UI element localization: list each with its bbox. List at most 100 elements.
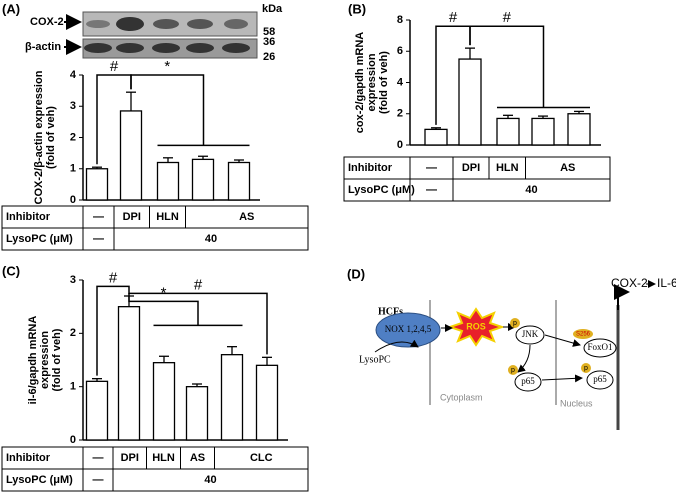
table-cell: — (93, 452, 104, 464)
table-cell: — (93, 211, 104, 223)
y-tick-label: 0 (397, 139, 403, 151)
bar (220, 354, 244, 441)
table-cell: — (426, 162, 437, 174)
blot-label: COX-2 (30, 16, 64, 28)
bar (567, 113, 591, 146)
diagram-label: LysoPC (359, 354, 391, 365)
y-tick-label: 3 (70, 274, 76, 286)
y-tick-label: 8 (397, 14, 403, 26)
diagram-label: p (513, 320, 517, 327)
table-row-label: Inhibitor (6, 211, 51, 223)
y-axis-label: il-6/gapdh mRNA (27, 316, 39, 405)
table-cell: AS (560, 162, 575, 174)
diagram-label: Nucleus (560, 398, 593, 408)
y-tick-label: 3 (70, 100, 76, 112)
significance-bracket (130, 74, 205, 146)
table-row-label: LysoPC (μM) (348, 184, 415, 196)
bar (85, 380, 109, 441)
diagram-label: p65 (521, 376, 535, 386)
bar (152, 362, 176, 441)
table-cell: 40 (205, 233, 217, 245)
bar (85, 168, 109, 201)
bar (424, 128, 448, 146)
y-tick-label: 1 (70, 381, 76, 393)
diagram-label: p (511, 367, 515, 374)
diagram-label: Cytoplasm (440, 392, 483, 402)
y-tick-label: 0 (70, 434, 76, 446)
significance-label: # (109, 269, 118, 286)
y-axis-label: expression (39, 331, 51, 389)
table-cell: 40 (525, 184, 537, 196)
table-cell: HLN (156, 211, 179, 223)
table-cell: AS (190, 452, 205, 464)
table-row-label: LysoPC (μM) (6, 474, 73, 486)
table-row-label: Inhibitor (6, 452, 51, 464)
y-axis-label: cox-2/gapdh mRNA (354, 32, 366, 134)
kda-marker: 26 (263, 51, 275, 63)
table-cell: — (426, 184, 437, 196)
diagram-label: HCFs (378, 306, 403, 317)
y-axis-label: COX-2/β-actin expression (33, 70, 45, 204)
y-tick-label: 2 (70, 131, 76, 143)
y-axis-label: (fold of veh) (51, 328, 63, 391)
table-row-label: LysoPC (μM) (6, 233, 73, 245)
panel-label: (D) (347, 266, 365, 281)
diagram-label: JNK (522, 329, 539, 339)
table-cell: DPI (123, 211, 141, 223)
significance-bracket (96, 285, 130, 376)
panel-label: (A) (2, 1, 20, 16)
y-tick-label: 4 (70, 69, 77, 81)
y-tick-label: 2 (70, 327, 76, 339)
table-cell: 40 (204, 474, 216, 486)
bar (255, 364, 279, 441)
table-cell: AS (239, 211, 254, 223)
diagram-label: NOX 1,2,4,5 (385, 324, 432, 334)
pathway-diagram: HCFs NOX 1,2,4,5 ROS LysoPC Cytoplasm Nu… (359, 276, 676, 430)
table-cell: CLC (250, 452, 273, 464)
significance-bracket (128, 292, 268, 355)
table-row-label: Inhibitor (348, 162, 393, 174)
bar (496, 117, 520, 146)
diagram-label: p65 (593, 374, 607, 384)
table-cell: DPI (462, 162, 480, 174)
table-cell: DPI (121, 452, 139, 464)
diagram-label: COX-2 (611, 276, 648, 290)
y-axis-label: (fold of veh) (378, 51, 390, 114)
kda-label: kDa (262, 3, 283, 15)
table-cell: HLN (496, 162, 519, 174)
significance-label: * (164, 58, 170, 75)
bar (185, 386, 209, 441)
significance-label: # (110, 58, 119, 75)
bar (156, 161, 180, 201)
significance-bracket (128, 293, 199, 326)
kda-marker: 36 (263, 36, 275, 48)
y-axis-label: expression (366, 53, 378, 111)
y-tick-label: 1 (70, 163, 76, 175)
kda-marker: 58 (263, 26, 275, 38)
diagram-label: S256 (576, 332, 591, 338)
panel-label: (B) (348, 1, 366, 16)
panel-label: (C) (2, 263, 20, 278)
diagram-label: p (584, 365, 588, 372)
bar (458, 58, 482, 146)
diagram-label: FoxO1 (587, 342, 612, 352)
bar (119, 110, 143, 201)
table-cell: HLN (152, 452, 175, 464)
y-tick-label: 4 (397, 76, 404, 88)
y-axis-label: (fold of veh) (45, 106, 57, 169)
significance-label: # (194, 276, 203, 293)
bar (531, 117, 555, 146)
table-cell: — (93, 474, 104, 486)
bar (191, 158, 215, 201)
table-cell: — (93, 233, 104, 245)
blot: COX-2 β-actin kDa 58 36 26 (25, 3, 283, 63)
y-tick-label: 2 (397, 108, 403, 120)
bar (117, 306, 141, 441)
y-tick-label: 6 (397, 45, 403, 57)
diagram-label: IL-6 (657, 276, 676, 290)
diagram-label: ROS (466, 321, 486, 331)
y-tick-label: 0 (70, 194, 76, 206)
significance-label: # (503, 9, 512, 26)
bar (227, 161, 251, 201)
